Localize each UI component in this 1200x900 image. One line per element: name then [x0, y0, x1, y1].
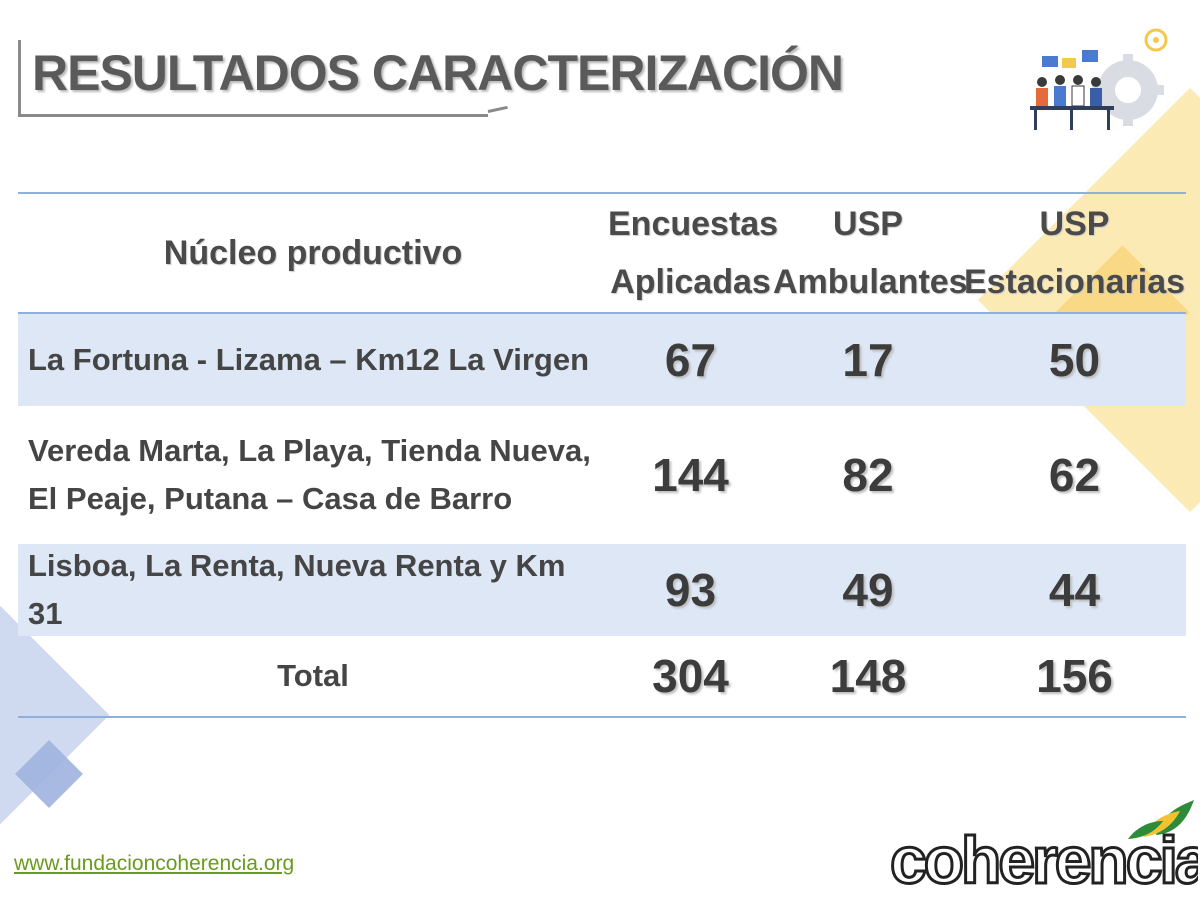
row-nucleo: Lisboa, La Renta, Nueva Renta y Km 31: [28, 548, 566, 631]
header-ambulantes-line2: Ambulantes: [773, 263, 968, 301]
title-underline-tail: [487, 105, 508, 113]
header-ambulantes: USP Ambulantes: [773, 195, 968, 311]
row-estacionarias: 44: [1048, 564, 1101, 616]
total-encuestas: 304: [652, 650, 729, 702]
row-nucleo: Vereda Marta, La Playa, Tienda Nueva, El…: [28, 433, 591, 516]
results-table: Núcleo productivo Encuestas Aplicadas US…: [18, 192, 1186, 718]
row-encuestas: 93: [664, 564, 717, 616]
total-label: Total: [277, 658, 349, 693]
header-ambulantes-line1: USP: [833, 205, 903, 243]
header-encuestas-line2: Aplicadas: [610, 263, 771, 301]
row-estacionarias: 62: [1048, 449, 1101, 501]
header-estacionarias-line2: Estacionarias: [963, 263, 1186, 301]
website-link[interactable]: www.fundacioncoherencia.org: [14, 852, 295, 875]
header-estacionarias: USP Estacionarias: [963, 195, 1186, 311]
svg-text:coherencia: coherencia: [890, 823, 1198, 895]
header-encuestas: Encuestas Aplicadas: [608, 195, 779, 311]
slide-title: RESULTADOS CARACTERIZACIÓN: [32, 45, 844, 101]
table-row: Lisboa, La Renta, Nueva Renta y Km 31 93…: [18, 544, 1186, 636]
row-encuestas: 144: [652, 449, 729, 501]
table-header-row: Núcleo productivo Encuestas Aplicadas US…: [18, 194, 1186, 314]
row-estacionarias: 50: [1048, 334, 1101, 386]
title-accent-bar: [18, 40, 21, 116]
table-row: Vereda Marta, La Playa, Tienda Nueva, El…: [18, 406, 1186, 544]
total-ambulantes: 148: [829, 650, 907, 702]
header-estacionarias-line1: USP: [1039, 205, 1110, 243]
table-total-row: Total 304 148 156: [18, 636, 1186, 716]
row-nucleo: La Fortuna - Lizama – Km12 La Virgen: [28, 342, 590, 377]
row-ambulantes: 17: [842, 334, 894, 386]
row-ambulantes: 49: [842, 564, 894, 616]
row-encuestas: 67: [664, 334, 717, 386]
slide-title-block: RESULTADOS CARACTERIZACIÓN: [18, 40, 844, 118]
team-meeting-gear-illustration-icon: [1030, 28, 1168, 130]
row-ambulantes: 82: [842, 449, 894, 501]
total-estacionarias: 156: [1036, 650, 1113, 702]
header-encuestas-line1: Encuestas: [608, 205, 779, 243]
coherencia-logo-icon: coherencia: [889, 800, 1198, 895]
header-nucleo: Núcleo productivo: [163, 234, 463, 272]
table-row: La Fortuna - Lizama – Km12 La Virgen 67 …: [18, 314, 1186, 406]
title-underline: [18, 114, 488, 117]
